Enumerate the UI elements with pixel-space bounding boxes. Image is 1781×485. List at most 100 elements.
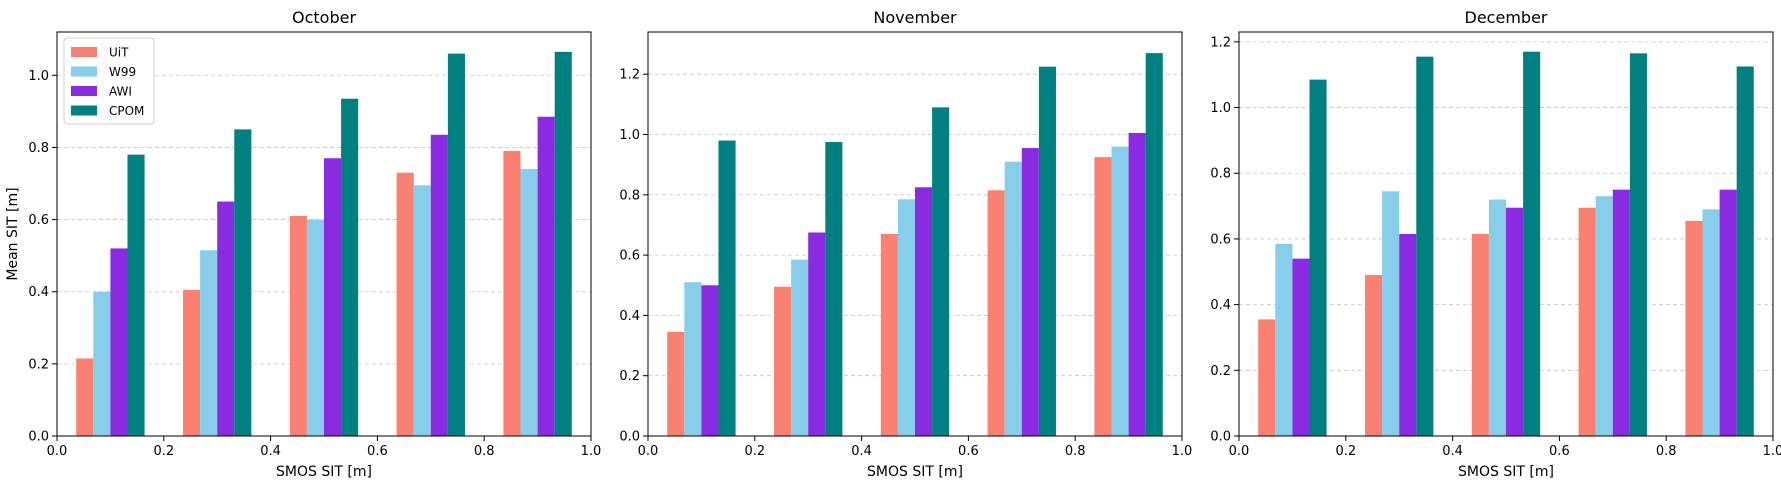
- bar-cpom: [932, 107, 950, 436]
- bar-awi: [808, 232, 826, 436]
- bar-w99: [1595, 196, 1613, 436]
- bar-awi: [430, 134, 448, 436]
- x-tick-label: 0.2: [1335, 444, 1356, 459]
- panel-november: 0.0 0.2 0.4 0.6 0.8 1.0 0.0 0.2 0.4 0.6 0.8 1.0 1.2 N…: [619, 8, 1192, 480]
- y-tick-label: 0.4: [1210, 298, 1231, 313]
- x-tick-label: 0.2: [744, 444, 765, 459]
- y-tick-label: 0.2: [28, 357, 49, 372]
- y-tick-label: 0.2: [619, 369, 640, 384]
- y-tick-label: 0.6: [619, 249, 640, 264]
- bar-cpom: [1309, 79, 1327, 437]
- x-tick-label: 0.0: [638, 444, 659, 459]
- bar-awi: [1719, 189, 1737, 436]
- bar-w99: [413, 185, 431, 436]
- y-tick-label: 1.2: [619, 68, 640, 83]
- bar-w99: [306, 219, 324, 436]
- bar-awi: [1612, 189, 1630, 436]
- legend-label-cpom: CPOM: [109, 104, 144, 118]
- panel-december: 0.0 0.2 0.4 0.6 0.8 1.0 0.0 0.2 0.4 0.6 0.8 1.0 1.2 D…: [1210, 8, 1781, 480]
- legend-swatch-w99: [71, 66, 97, 77]
- bar-uit: [1685, 220, 1703, 436]
- y-tick-label: 0.4: [619, 309, 640, 324]
- x-tick-label: 0.2: [153, 444, 174, 459]
- bar-uit: [987, 190, 1005, 436]
- bar-cpom: [1038, 66, 1056, 437]
- bar-cpom: [718, 140, 736, 437]
- x-tick-label: 0.6: [958, 444, 979, 459]
- x-axis-label: SMOS SIT [m]: [1458, 464, 1554, 480]
- x-tick-label: 1.0: [1172, 444, 1193, 459]
- bar-w99: [1004, 161, 1022, 436]
- bar-w99: [684, 282, 702, 436]
- bar-awi: [1128, 133, 1146, 436]
- x-tick-label: 1.0: [1763, 444, 1781, 459]
- bar-cpom: [1736, 66, 1754, 437]
- bar-awi: [915, 187, 933, 436]
- bar-uit: [1258, 319, 1276, 436]
- bar-awi: [324, 158, 342, 436]
- bar-w99: [1382, 191, 1400, 436]
- legend-swatch-cpom: [71, 105, 97, 116]
- bar-awi: [701, 285, 719, 436]
- legend-swatch-awi: [71, 86, 97, 96]
- y-tick-label: 0.0: [619, 430, 640, 445]
- bar-cpom: [825, 142, 843, 436]
- panel-title: November: [873, 8, 957, 27]
- x-tick-label: 0.8: [1065, 444, 1086, 459]
- legend-label-w99: W99: [109, 65, 136, 79]
- x-tick-label: 1.0: [581, 444, 602, 459]
- y-tick-label: 1.2: [1210, 35, 1231, 50]
- bar-uit: [183, 289, 201, 436]
- x-tick-label: 0.4: [260, 444, 281, 459]
- bar-cpom: [447, 53, 465, 437]
- bar-cpom: [554, 51, 572, 436]
- bar-cpom: [127, 154, 145, 436]
- bar-uit: [1365, 275, 1383, 436]
- y-tick-label: 0.2: [1210, 364, 1231, 379]
- bar-uit: [76, 358, 94, 436]
- x-tick-label: 0.8: [474, 444, 495, 459]
- y-tick-label: 0.8: [28, 141, 49, 156]
- bar-awi: [217, 201, 235, 436]
- bar-uit: [1094, 157, 1112, 437]
- bar-awi: [537, 116, 555, 437]
- bar-uit: [289, 215, 307, 436]
- bar-awi: [1506, 207, 1524, 436]
- y-tick-label: 1.0: [1210, 101, 1231, 116]
- bar-w99: [791, 259, 809, 436]
- y-tick-label: 0.6: [1210, 232, 1231, 247]
- bar-w99: [1702, 209, 1720, 436]
- bar-w99: [520, 169, 538, 437]
- bar-w99: [1111, 146, 1129, 436]
- legend-box: [63, 37, 155, 125]
- bar-cpom: [1629, 53, 1647, 436]
- bar-uit: [1578, 207, 1596, 436]
- y-tick-label: 0.0: [1210, 430, 1231, 445]
- bar-uit: [774, 286, 792, 436]
- bar-w99: [897, 199, 915, 436]
- bar-awi: [1021, 148, 1039, 436]
- legend-label-uit: UiT: [109, 46, 129, 60]
- x-axis-label: SMOS SIT [m]: [276, 464, 372, 480]
- bar-w99: [1275, 243, 1293, 436]
- y-tick-label: 1.0: [28, 69, 49, 84]
- panel-title: October: [292, 8, 356, 27]
- y-tick-label: 0.4: [28, 285, 49, 300]
- bar-cpom: [341, 98, 359, 436]
- panel-october: 0.0 0.2 0.4 0.6 0.8 1.0 0.0 0.2 0.4 0.6 0.8 1.0 Octo…: [5, 8, 601, 480]
- x-tick-label: 0.4: [1442, 444, 1463, 459]
- y-axis-label: Mean SIT [m]: [5, 187, 21, 280]
- bar-w99: [200, 250, 218, 436]
- bar-uit: [667, 331, 685, 436]
- legend-swatch-uit: [71, 47, 97, 57]
- bar-awi: [1292, 258, 1310, 436]
- y-tick-label: 0.0: [28, 430, 49, 445]
- panel-title: December: [1465, 8, 1548, 27]
- x-tick-label: 0.6: [1549, 444, 1570, 459]
- x-tick-label: 0.8: [1656, 444, 1677, 459]
- plot-frame: [56, 31, 592, 437]
- x-tick-label: 0.0: [47, 444, 68, 459]
- bar-uit: [396, 172, 414, 436]
